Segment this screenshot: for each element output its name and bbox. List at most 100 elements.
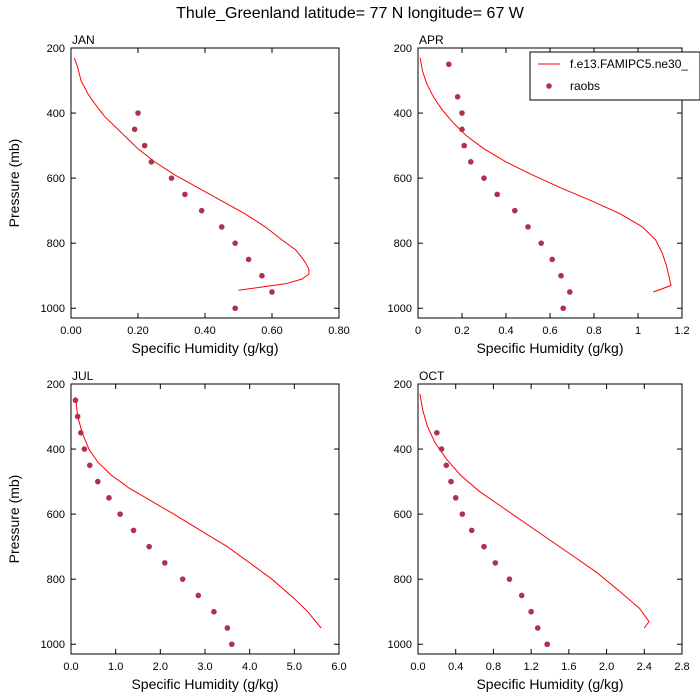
plot-area bbox=[73, 57, 310, 312]
raobs-point bbox=[434, 429, 440, 436]
y-tick-label: 600 bbox=[47, 509, 65, 521]
raobs-point bbox=[544, 641, 550, 648]
raobs-point bbox=[468, 527, 475, 534]
figure-title: Thule_Greenland latitude= 77 N longitude… bbox=[176, 5, 525, 22]
model-series-line bbox=[419, 393, 650, 629]
x-tick-label: 2.0 bbox=[153, 661, 168, 673]
raobs-point bbox=[179, 576, 186, 582]
raobs-point bbox=[534, 625, 541, 631]
raobs-point bbox=[549, 256, 555, 263]
raobs-point bbox=[525, 224, 531, 230]
raobs-point bbox=[567, 289, 573, 295]
raobs-point bbox=[117, 511, 123, 517]
raobs-point bbox=[72, 397, 79, 404]
raobs-point bbox=[259, 272, 265, 279]
raobs-point bbox=[95, 478, 101, 485]
legend-label-raobs: raobs bbox=[570, 79, 600, 93]
y-tick-label: 1000 bbox=[388, 303, 412, 315]
y-tick-label: 400 bbox=[47, 444, 65, 456]
raobs-point bbox=[538, 240, 544, 246]
y-tick-label: 800 bbox=[394, 238, 412, 250]
x-axis-label: Specific Humidity (g/kg) bbox=[131, 676, 278, 692]
raobs-point bbox=[468, 159, 474, 165]
y-tick-label: 800 bbox=[394, 574, 412, 586]
y-tick-label: 600 bbox=[47, 173, 65, 185]
x-axis-label: Specific Humidity (g/kg) bbox=[476, 676, 623, 692]
y-tick-label: 600 bbox=[394, 509, 412, 521]
y-tick-label: 1000 bbox=[388, 639, 412, 651]
y-tick-label: 1000 bbox=[41, 639, 65, 651]
panel-apr: APR 0 0.2 0.4 0.6 0.8 1 1.2 200 400 600 800 1000 Spec… bbox=[388, 33, 690, 356]
model-series-line bbox=[75, 396, 322, 629]
raobs-point bbox=[131, 126, 138, 133]
y-tick-label: 200 bbox=[47, 43, 65, 55]
x-tick-label: 0.00 bbox=[60, 325, 81, 337]
x-tick-label: 6.0 bbox=[331, 661, 346, 673]
x-tick-label: 0 bbox=[415, 325, 421, 337]
legend: f.e13.FAMIPC5.ne30_raobs bbox=[529, 51, 700, 101]
raobs-point bbox=[148, 159, 155, 165]
y-tick-label: 400 bbox=[47, 108, 65, 120]
raobs-point bbox=[141, 142, 148, 149]
raobs-point bbox=[448, 478, 454, 485]
raobs-point bbox=[438, 446, 445, 452]
x-tick-label: 1 bbox=[635, 325, 641, 337]
raobs-point bbox=[232, 240, 238, 246]
y-tick-label: 200 bbox=[394, 379, 412, 391]
x-tick-label: 0.8 bbox=[486, 661, 501, 673]
raobs-point bbox=[224, 625, 231, 631]
raobs-point bbox=[528, 608, 534, 615]
raobs-point bbox=[146, 543, 152, 550]
plot-area bbox=[72, 396, 322, 648]
y-tick-label: 600 bbox=[394, 173, 412, 185]
plot-frame bbox=[70, 47, 340, 319]
raobs-point bbox=[506, 576, 513, 582]
raobs-point bbox=[459, 511, 466, 517]
x-tick-label: 0.8 bbox=[586, 325, 601, 337]
y-tick-label: 800 bbox=[47, 238, 65, 250]
y-tick-label: 200 bbox=[47, 379, 65, 391]
plot-area bbox=[419, 57, 672, 312]
raobs-point bbox=[481, 543, 487, 550]
x-tick-label: 0.0 bbox=[63, 661, 78, 673]
raobs-point bbox=[106, 495, 112, 501]
raobs-point bbox=[245, 256, 252, 263]
panel-title: JAN bbox=[72, 33, 95, 47]
raobs-point bbox=[168, 175, 175, 181]
raobs-point bbox=[211, 608, 217, 615]
raobs-point bbox=[86, 462, 93, 469]
raobs-point bbox=[494, 191, 501, 198]
raobs-point bbox=[560, 305, 566, 312]
panel-jan: JAN 0.00 0.20 0.40 0.60 0.80 200 400 600 800 1000 S… bbox=[6, 33, 350, 356]
x-tick-label: 1.2 bbox=[523, 661, 538, 673]
raobs-point bbox=[195, 592, 202, 599]
x-tick-label: 0.20 bbox=[127, 325, 148, 337]
raobs-point bbox=[232, 305, 238, 312]
raobs-point bbox=[269, 289, 275, 295]
raobs-point bbox=[558, 272, 564, 279]
x-tick-label: 0.2 bbox=[454, 325, 469, 337]
x-tick-label: 0.40 bbox=[194, 325, 215, 337]
raobs-point bbox=[78, 429, 84, 436]
raobs-point bbox=[459, 126, 465, 133]
x-tick-label: 2.0 bbox=[599, 661, 614, 673]
y-axis-label: Pressure (mb) bbox=[6, 139, 22, 228]
panel-oct: OCT 0.0 0.4 0.8 1.2 1.6 2.0 2.4 2.8 200 400 600 800 1… bbox=[388, 369, 690, 692]
raobs-point bbox=[443, 462, 450, 469]
raobs-point bbox=[492, 560, 499, 566]
raobs-point bbox=[459, 110, 465, 116]
x-axis-label: Specific Humidity (g/kg) bbox=[131, 340, 278, 356]
raobs-point bbox=[81, 446, 88, 452]
raobs-point bbox=[446, 61, 452, 68]
x-tick-label: 0.4 bbox=[448, 661, 463, 673]
raobs-point bbox=[218, 224, 225, 230]
x-tick-label: 0.0 bbox=[410, 661, 425, 673]
x-tick-label: 4.0 bbox=[242, 661, 257, 673]
raobs-point bbox=[481, 175, 487, 181]
x-axis-label: Specific Humidity (g/kg) bbox=[476, 340, 623, 356]
raobs-point bbox=[512, 207, 518, 214]
model-series-line bbox=[419, 57, 672, 293]
y-tick-label: 400 bbox=[394, 444, 412, 456]
